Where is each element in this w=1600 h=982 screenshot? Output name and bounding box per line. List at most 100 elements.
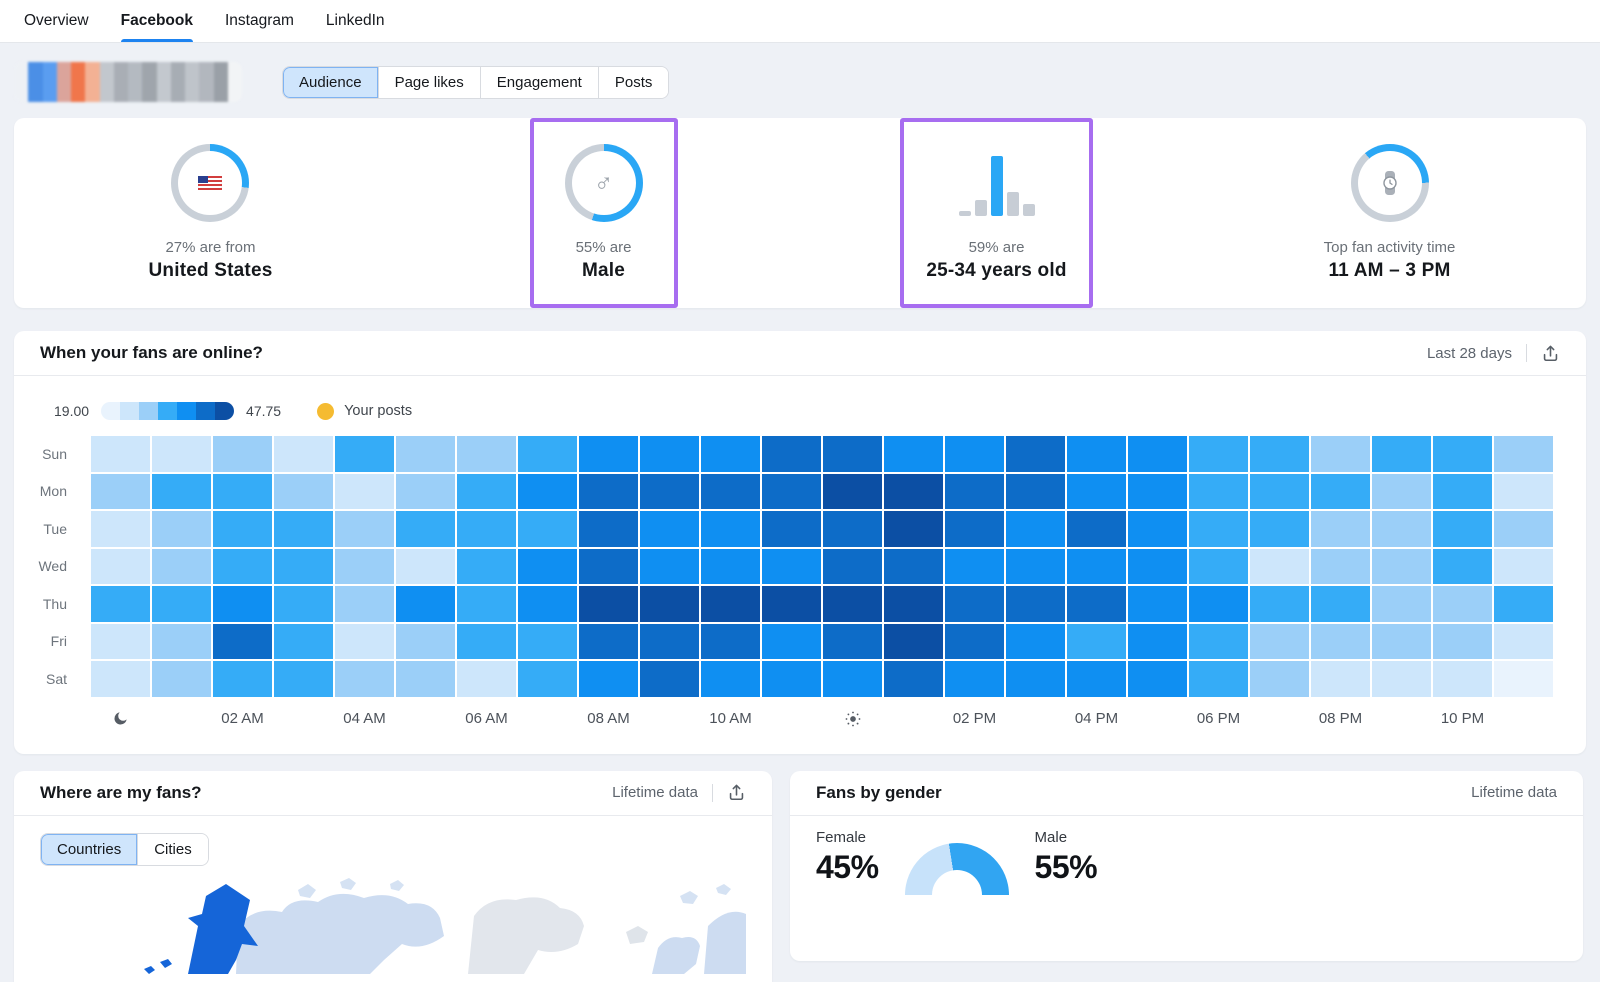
heatmap-cell[interactable] xyxy=(640,661,699,697)
heatmap-cell[interactable] xyxy=(579,548,638,584)
heatmap-cell[interactable] xyxy=(152,661,211,697)
heatmap-cell[interactable] xyxy=(579,661,638,697)
heatmap-cell[interactable] xyxy=(274,473,333,509)
heatmap-cell[interactable] xyxy=(1372,511,1431,547)
heatmap-cell[interactable] xyxy=(1067,511,1126,547)
heatmap-cell[interactable] xyxy=(396,623,455,659)
heatmap-cell[interactable] xyxy=(518,661,577,697)
heatmap-cell[interactable] xyxy=(884,623,943,659)
heatmap-cell[interactable] xyxy=(640,623,699,659)
heatmap-cell[interactable] xyxy=(1128,548,1187,584)
heatmap-cell[interactable] xyxy=(823,623,882,659)
heatmap-cell[interactable] xyxy=(1372,473,1431,509)
heatmap-cell[interactable] xyxy=(91,473,150,509)
heatmap-cell[interactable] xyxy=(152,586,211,622)
heatmap-cell[interactable] xyxy=(1189,511,1248,547)
heatmap-cell[interactable] xyxy=(1372,436,1431,472)
profile-tab-engagement[interactable]: Engagement xyxy=(479,66,598,98)
heatmap-cell[interactable] xyxy=(1006,586,1065,622)
heatmap-cell[interactable] xyxy=(884,586,943,622)
heatmap-cell[interactable] xyxy=(1250,623,1309,659)
heatmap-cell[interactable] xyxy=(1311,511,1370,547)
heatmap-cell[interactable] xyxy=(518,511,577,547)
heatmap-cell[interactable] xyxy=(701,586,760,622)
heatmap-cell[interactable] xyxy=(518,586,577,622)
heatmap-cell[interactable] xyxy=(823,661,882,697)
heatmap-cell[interactable] xyxy=(274,623,333,659)
heatmap-cell[interactable] xyxy=(1494,511,1553,547)
heatmap-cell[interactable] xyxy=(1189,473,1248,509)
heatmap-cell[interactable] xyxy=(640,436,699,472)
heatmap-cell[interactable] xyxy=(518,623,577,659)
heatmap-cell[interactable] xyxy=(1128,511,1187,547)
heatmap-cell[interactable] xyxy=(213,511,272,547)
nav-tab-instagram[interactable]: Instagram xyxy=(224,12,294,29)
heatmap-cell[interactable] xyxy=(213,548,272,584)
heatmap-cell[interactable] xyxy=(457,548,516,584)
heatmap-cell[interactable] xyxy=(457,623,516,659)
heatmap-cell[interactable] xyxy=(457,436,516,472)
heatmap-cell[interactable] xyxy=(1494,661,1553,697)
heatmap-cell[interactable] xyxy=(762,586,821,622)
heatmap-cell[interactable] xyxy=(1311,548,1370,584)
heatmap-cell[interactable] xyxy=(823,511,882,547)
heatmap-cell[interactable] xyxy=(884,661,943,697)
heatmap-cell[interactable] xyxy=(1250,661,1309,697)
heatmap-cell[interactable] xyxy=(1067,661,1126,697)
heatmap-cell[interactable] xyxy=(701,473,760,509)
heatmap-cell[interactable] xyxy=(518,548,577,584)
heatmap-cell[interactable] xyxy=(1128,623,1187,659)
heatmap-cell[interactable] xyxy=(396,586,455,622)
heatmap-cell[interactable] xyxy=(945,473,1004,509)
heatmap-cell[interactable] xyxy=(1189,436,1248,472)
heatmap-cell[interactable] xyxy=(1006,623,1065,659)
profile-tab-page-likes[interactable]: Page likes xyxy=(377,66,480,98)
heatmap-cell[interactable] xyxy=(579,436,638,472)
heatmap-cell[interactable] xyxy=(579,586,638,622)
heatmap-cell[interactable] xyxy=(1067,586,1126,622)
heatmap-cell[interactable] xyxy=(1189,623,1248,659)
heatmap-cell[interactable] xyxy=(884,436,943,472)
heatmap-cell[interactable] xyxy=(1433,623,1492,659)
heatmap-cell[interactable] xyxy=(945,661,1004,697)
heatmap-cell[interactable] xyxy=(213,623,272,659)
heatmap-cell[interactable] xyxy=(274,548,333,584)
heatmap-cell[interactable] xyxy=(213,586,272,622)
heatmap-cell[interactable] xyxy=(1311,473,1370,509)
heatmap-cell[interactable] xyxy=(762,623,821,659)
where-export-button[interactable] xyxy=(727,783,746,802)
heatmap-cell[interactable] xyxy=(396,661,455,697)
geo-tab-cities[interactable]: Cities xyxy=(137,833,208,865)
heatmap-cell[interactable] xyxy=(884,548,943,584)
heatmap-cell[interactable] xyxy=(518,436,577,472)
heatmap-cell[interactable] xyxy=(335,586,394,622)
heatmap-cell[interactable] xyxy=(1189,586,1248,622)
heatmap-cell[interactable] xyxy=(1006,548,1065,584)
heatmap-cell[interactable] xyxy=(213,436,272,472)
heatmap-cell[interactable] xyxy=(762,548,821,584)
heatmap-cell[interactable] xyxy=(1250,548,1309,584)
heatmap-cell[interactable] xyxy=(823,586,882,622)
nav-tab-facebook[interactable]: Facebook xyxy=(120,0,194,42)
heatmap-cell[interactable] xyxy=(1006,511,1065,547)
heatmap-cell[interactable] xyxy=(457,511,516,547)
nav-tab-overview[interactable]: Overview xyxy=(24,12,89,29)
heatmap-cell[interactable] xyxy=(274,436,333,472)
heatmap-cell[interactable] xyxy=(1250,511,1309,547)
heatmap-cell[interactable] xyxy=(396,436,455,472)
heatmap-cell[interactable] xyxy=(335,511,394,547)
heatmap-cell[interactable] xyxy=(152,473,211,509)
heatmap-cell[interactable] xyxy=(335,473,394,509)
heatmap-cell[interactable] xyxy=(274,661,333,697)
heatmap-cell[interactable] xyxy=(1494,548,1553,584)
heatmap-cell[interactable] xyxy=(457,661,516,697)
heatmap-cell[interactable] xyxy=(91,436,150,472)
heatmap-cell[interactable] xyxy=(640,586,699,622)
heatmap-cell[interactable] xyxy=(945,623,1004,659)
heatmap-cell[interactable] xyxy=(1067,473,1126,509)
heatmap-cell[interactable] xyxy=(213,661,272,697)
heatmap-cell[interactable] xyxy=(1128,661,1187,697)
heatmap-cell[interactable] xyxy=(701,548,760,584)
heatmap-cell[interactable] xyxy=(1311,586,1370,622)
heatmap-cell[interactable] xyxy=(1250,436,1309,472)
